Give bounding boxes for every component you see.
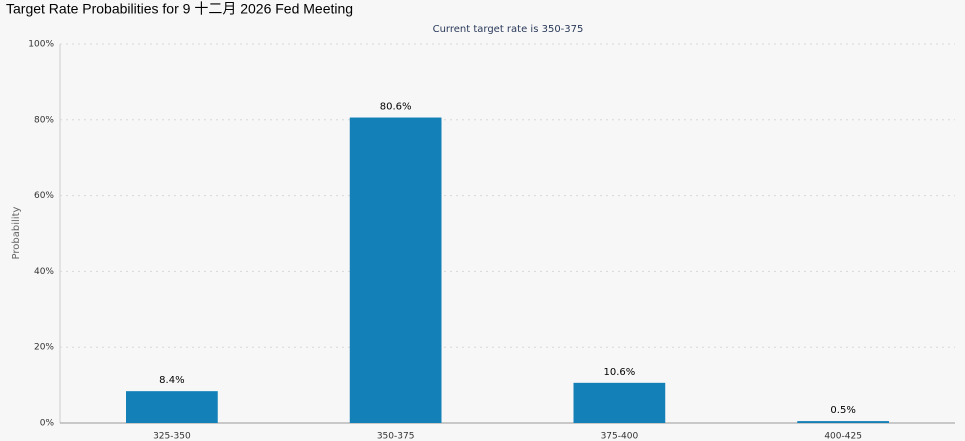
bar <box>349 117 442 423</box>
x-tick-label: 325-350 <box>153 432 191 441</box>
y-tick-label: 100% <box>28 40 54 50</box>
chart-title: Target Rate Probabilities for 9 十二月 2026… <box>6 1 353 17</box>
x-tick-label: 400-425 <box>824 432 862 441</box>
value-label: 0.5% <box>830 405 855 416</box>
bar <box>573 382 666 423</box>
x-tick-label: 375-400 <box>601 432 639 441</box>
y-tick-label: 0% <box>40 419 55 429</box>
y-tick-label: 40% <box>34 267 54 277</box>
value-label: 10.6% <box>603 367 635 378</box>
chart-subtitle: Current target rate is 350-375 <box>433 24 584 35</box>
value-label: 80.6% <box>380 102 412 113</box>
y-axis-label: Probability <box>11 206 22 259</box>
y-tick-label: 60% <box>34 191 54 201</box>
x-tick-label: 350-375 <box>377 432 415 441</box>
y-tick-label: 20% <box>34 343 54 353</box>
value-label: 8.4% <box>159 375 184 386</box>
bar <box>126 391 218 423</box>
bar <box>797 421 889 423</box>
y-tick-label: 80% <box>34 115 54 125</box>
